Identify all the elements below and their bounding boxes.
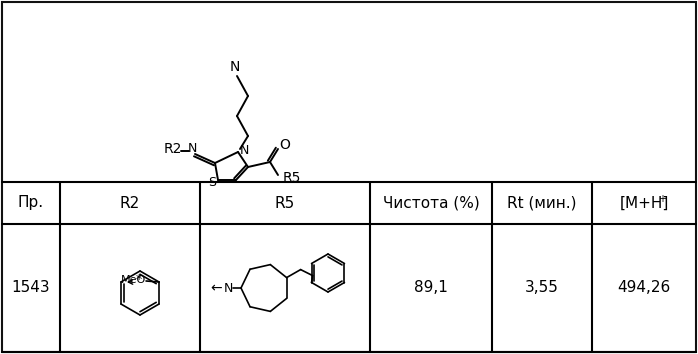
Text: N: N: [187, 143, 197, 155]
Text: R5: R5: [275, 195, 295, 211]
Text: +: +: [658, 194, 666, 204]
Text: R2: R2: [164, 142, 182, 156]
Text: Чистота (%): Чистота (%): [383, 195, 480, 211]
Text: R5: R5: [283, 171, 302, 185]
Text: 89,1: 89,1: [414, 280, 448, 296]
Text: N: N: [223, 281, 232, 295]
Text: 3,55: 3,55: [525, 280, 559, 296]
Text: *: *: [136, 274, 142, 286]
Text: 494,26: 494,26: [617, 280, 671, 296]
Text: 1543: 1543: [12, 280, 50, 296]
Text: MeO: MeO: [121, 275, 146, 285]
Text: N: N: [239, 144, 248, 158]
Text: Rt (мин.): Rt (мин.): [507, 195, 577, 211]
Text: O: O: [280, 138, 290, 152]
Text: Пр.: Пр.: [18, 195, 44, 211]
Text: S: S: [208, 176, 216, 188]
Text: ←: ←: [210, 281, 222, 295]
Text: [M+H]: [M+H]: [619, 195, 669, 211]
Text: R2: R2: [120, 195, 140, 211]
Text: N: N: [230, 60, 240, 74]
